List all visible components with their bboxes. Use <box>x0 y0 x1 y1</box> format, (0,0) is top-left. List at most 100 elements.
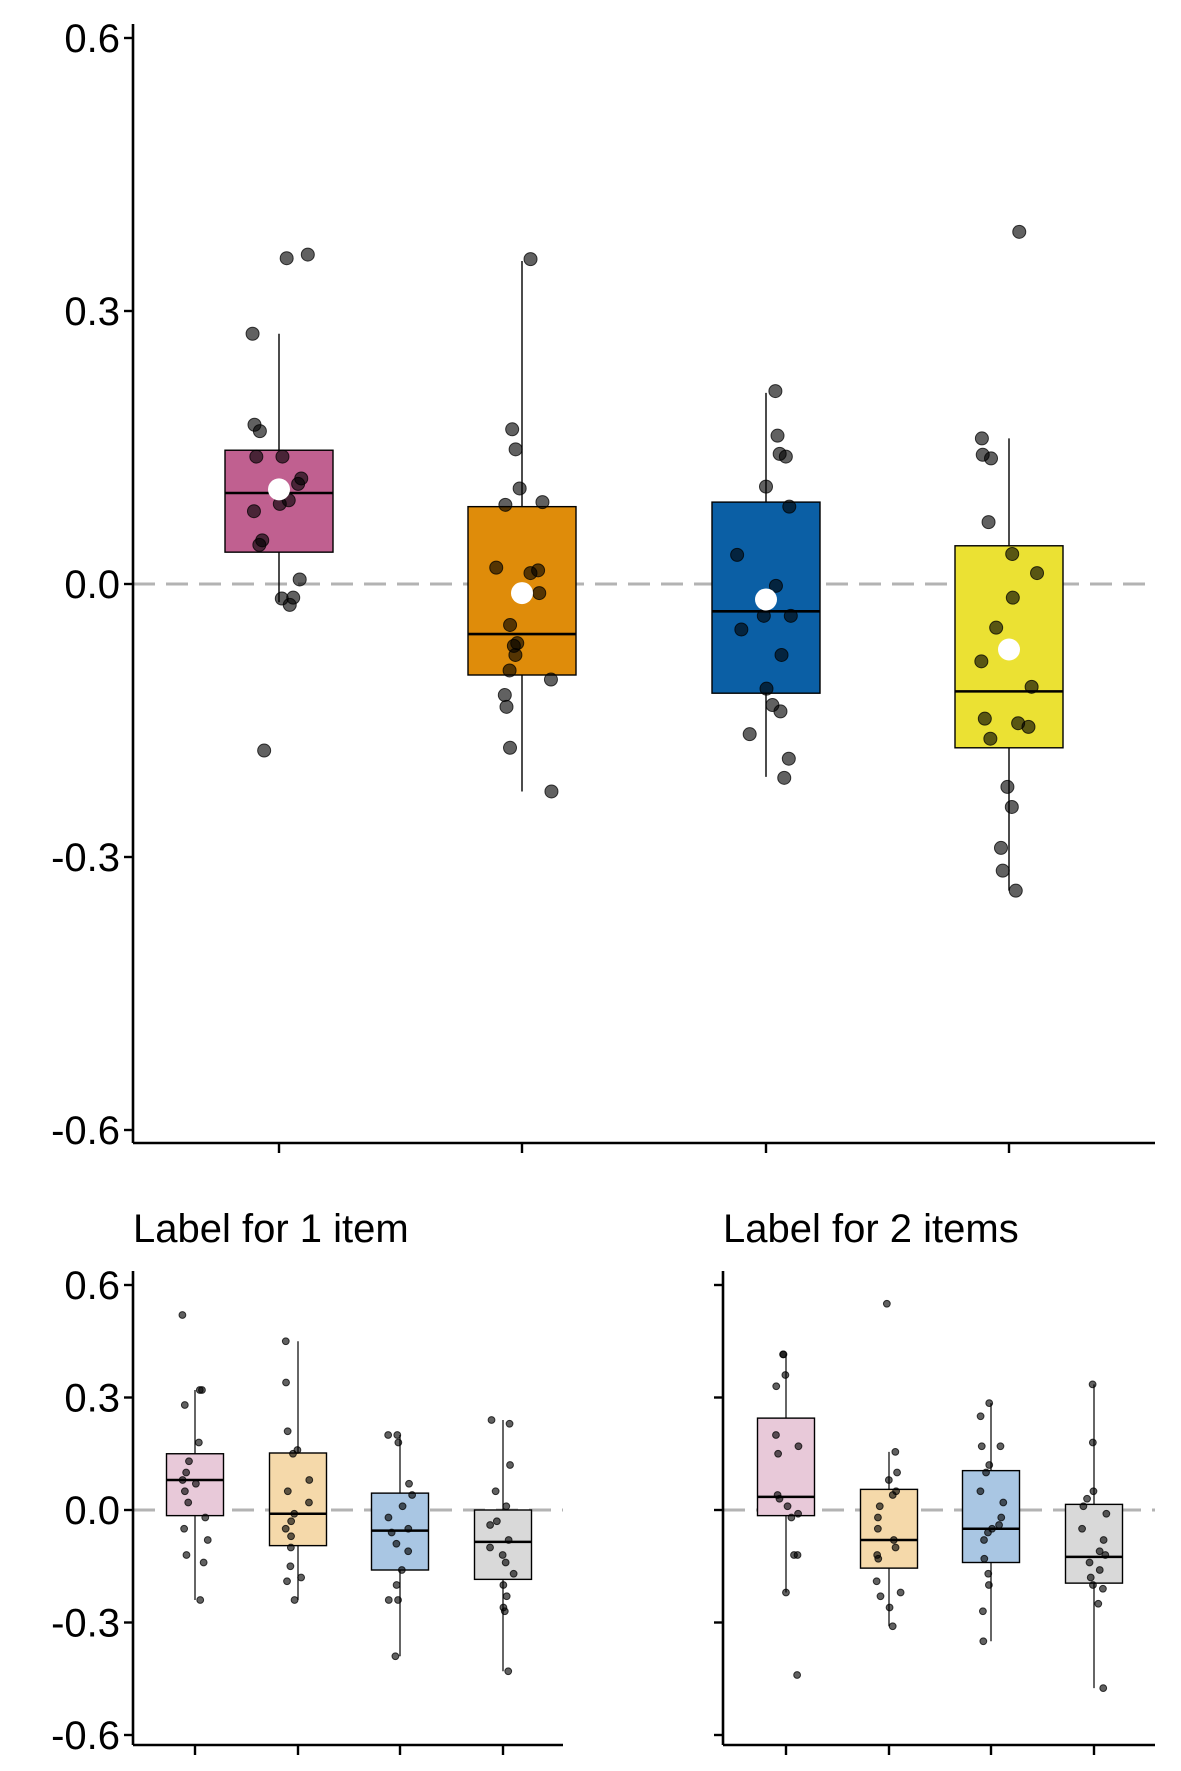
data-point <box>772 1382 781 1391</box>
box-group <box>370 1431 430 1661</box>
data-point <box>783 1502 792 1511</box>
data-point <box>394 1438 403 1447</box>
data-point <box>888 1491 897 1499</box>
data-point <box>893 1468 901 1477</box>
data-point <box>282 597 297 612</box>
data-point <box>503 617 518 632</box>
data-point <box>384 1596 393 1604</box>
data-point <box>506 1461 514 1469</box>
box-group <box>711 384 821 785</box>
data-point <box>778 449 793 464</box>
data-point <box>779 1350 787 1359</box>
data-point <box>523 252 538 267</box>
data-point <box>997 1513 1006 1522</box>
data-point <box>1005 590 1020 605</box>
data-point <box>408 1491 417 1499</box>
panel-left: Label for 1 item -0.6 -0.3 0.0 0.3 0.6 <box>51 1207 563 1758</box>
data-point <box>287 1532 295 1541</box>
data-point <box>283 1577 291 1586</box>
data-point <box>980 1536 988 1544</box>
data-point <box>980 1554 989 1563</box>
data-point <box>544 784 559 799</box>
data-point <box>775 1494 784 1503</box>
data-point <box>896 1588 905 1597</box>
data-point <box>283 1487 292 1496</box>
data-point <box>391 1652 400 1661</box>
data-point <box>734 622 749 637</box>
data-point <box>508 647 523 662</box>
box <box>756 1417 816 1517</box>
data-point <box>768 578 783 593</box>
data-point <box>194 1438 203 1447</box>
data-point <box>768 384 783 399</box>
data-point <box>979 1607 987 1616</box>
data-point <box>291 476 306 491</box>
box <box>473 1509 533 1581</box>
data-point <box>497 688 512 703</box>
data-point <box>532 586 547 601</box>
data-point <box>790 1551 798 1559</box>
data-point <box>989 620 1004 635</box>
y-tick-label: -0.3 <box>51 836 120 880</box>
y-tick-label: 0.6 <box>64 1264 120 1308</box>
data-point <box>1095 1547 1104 1556</box>
data-point <box>486 1521 495 1529</box>
data-point <box>974 654 989 669</box>
data-point <box>977 711 992 726</box>
data-point <box>281 1337 290 1346</box>
data-point <box>394 1596 402 1604</box>
data-point <box>201 1513 210 1522</box>
data-point <box>1079 1502 1088 1511</box>
data-point <box>770 428 785 443</box>
data-point <box>1101 1551 1110 1559</box>
data-point <box>889 1536 898 1544</box>
y-tick-label: -0.6 <box>51 1714 120 1758</box>
data-point <box>275 449 290 464</box>
data-point <box>282 1378 290 1387</box>
data-point <box>491 1487 500 1496</box>
data-point <box>504 1536 513 1544</box>
data-point <box>305 1498 313 1507</box>
data-point <box>182 1468 191 1477</box>
data-point <box>508 442 523 457</box>
data-point <box>1030 566 1045 581</box>
data-point <box>281 1524 290 1533</box>
data-point <box>783 608 798 623</box>
data-point <box>180 1487 189 1496</box>
data-point <box>286 1562 295 1571</box>
panel-right: Label for 2 items <box>714 1207 1155 1755</box>
data-point <box>1012 224 1027 239</box>
data-point <box>257 743 272 758</box>
data-point <box>787 1513 796 1522</box>
data-point <box>882 1299 891 1308</box>
data-point <box>885 1603 894 1612</box>
data-point <box>1089 1487 1098 1496</box>
data-point <box>1021 719 1036 734</box>
data-point <box>499 699 514 714</box>
data-point <box>535 495 550 510</box>
data-point <box>245 326 260 341</box>
data-point <box>178 1311 187 1319</box>
data-point <box>1004 799 1019 814</box>
box-group <box>859 1299 919 1631</box>
data-point <box>1085 1558 1094 1567</box>
data-point <box>1083 1494 1091 1503</box>
data-point <box>982 1468 990 1477</box>
box-group <box>954 224 1064 898</box>
box-group <box>165 1311 225 1604</box>
data-point <box>499 1581 508 1589</box>
panel-title: Label for 2 items <box>723 1207 1019 1251</box>
data-point <box>509 1569 518 1578</box>
data-point <box>794 1442 803 1451</box>
data-point <box>392 1581 401 1589</box>
data-point <box>500 1607 509 1616</box>
data-point <box>498 497 513 512</box>
data-point <box>891 1447 900 1456</box>
data-point <box>872 1577 881 1586</box>
data-point <box>782 1588 790 1597</box>
data-point <box>290 1596 299 1604</box>
data-point <box>287 1517 296 1526</box>
mean-marker <box>268 478 290 501</box>
data-point <box>1008 883 1023 898</box>
